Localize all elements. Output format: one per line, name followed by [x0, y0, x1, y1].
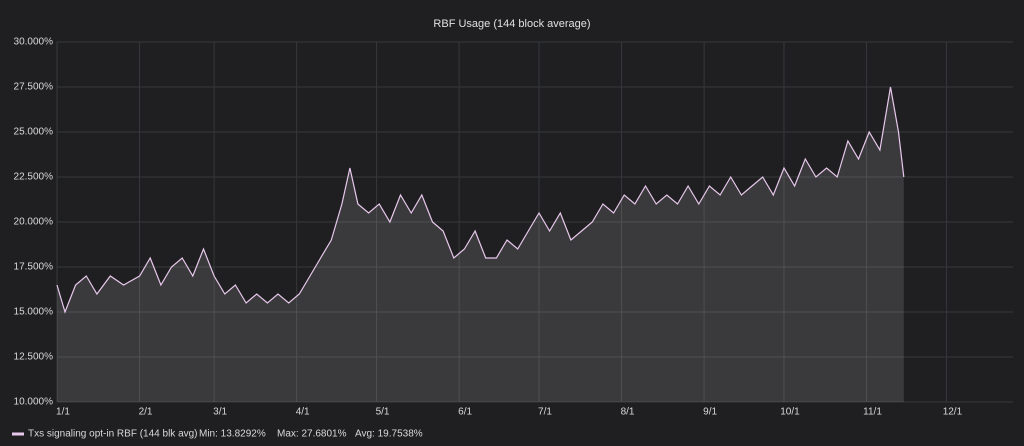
x-tick-label: 9/1 — [703, 407, 717, 418]
x-tick-label: 5/1 — [376, 407, 390, 418]
y-tick-label: 20.000% — [14, 217, 54, 228]
x-tick-label: 6/1 — [458, 407, 472, 418]
y-tick-label: 10.000% — [14, 397, 54, 408]
area-fill — [57, 87, 904, 402]
legend-stat: Avg: 19.7538% — [355, 429, 423, 440]
y-tick-label: 30.000% — [14, 37, 54, 48]
y-tick-label: 17.500% — [14, 262, 54, 273]
y-tick-label: 27.500% — [14, 82, 54, 93]
y-tick-label: 22.500% — [14, 172, 54, 183]
y-tick-label: 12.500% — [14, 352, 54, 363]
x-tick-label: 1/1 — [56, 407, 70, 418]
series-line — [56, 86, 905, 314]
legend-label: Txs signaling opt-in RBF (144 blk avg) — [28, 429, 198, 440]
x-tick-label: 10/1 — [780, 407, 800, 418]
x-tick-label: 4/1 — [296, 407, 310, 418]
x-tick-label: 11/1 — [863, 407, 882, 418]
chart-title: RBF Usage (144 block average) — [433, 18, 590, 30]
y-tick-label: 25.000% — [14, 127, 54, 138]
x-tick-label: 2/1 — [139, 407, 153, 418]
y-tick-label: 15.000% — [14, 307, 54, 318]
x-tick-label: 12/1 — [943, 407, 963, 418]
x-tick-label: 8/1 — [621, 407, 635, 418]
legend-stat: Max: 27.6801% — [277, 429, 347, 440]
x-tick-label: 3/1 — [213, 407, 227, 418]
legend-stat: Min: 13.8292% — [199, 429, 266, 440]
x-tick-label: 7/1 — [538, 407, 552, 418]
